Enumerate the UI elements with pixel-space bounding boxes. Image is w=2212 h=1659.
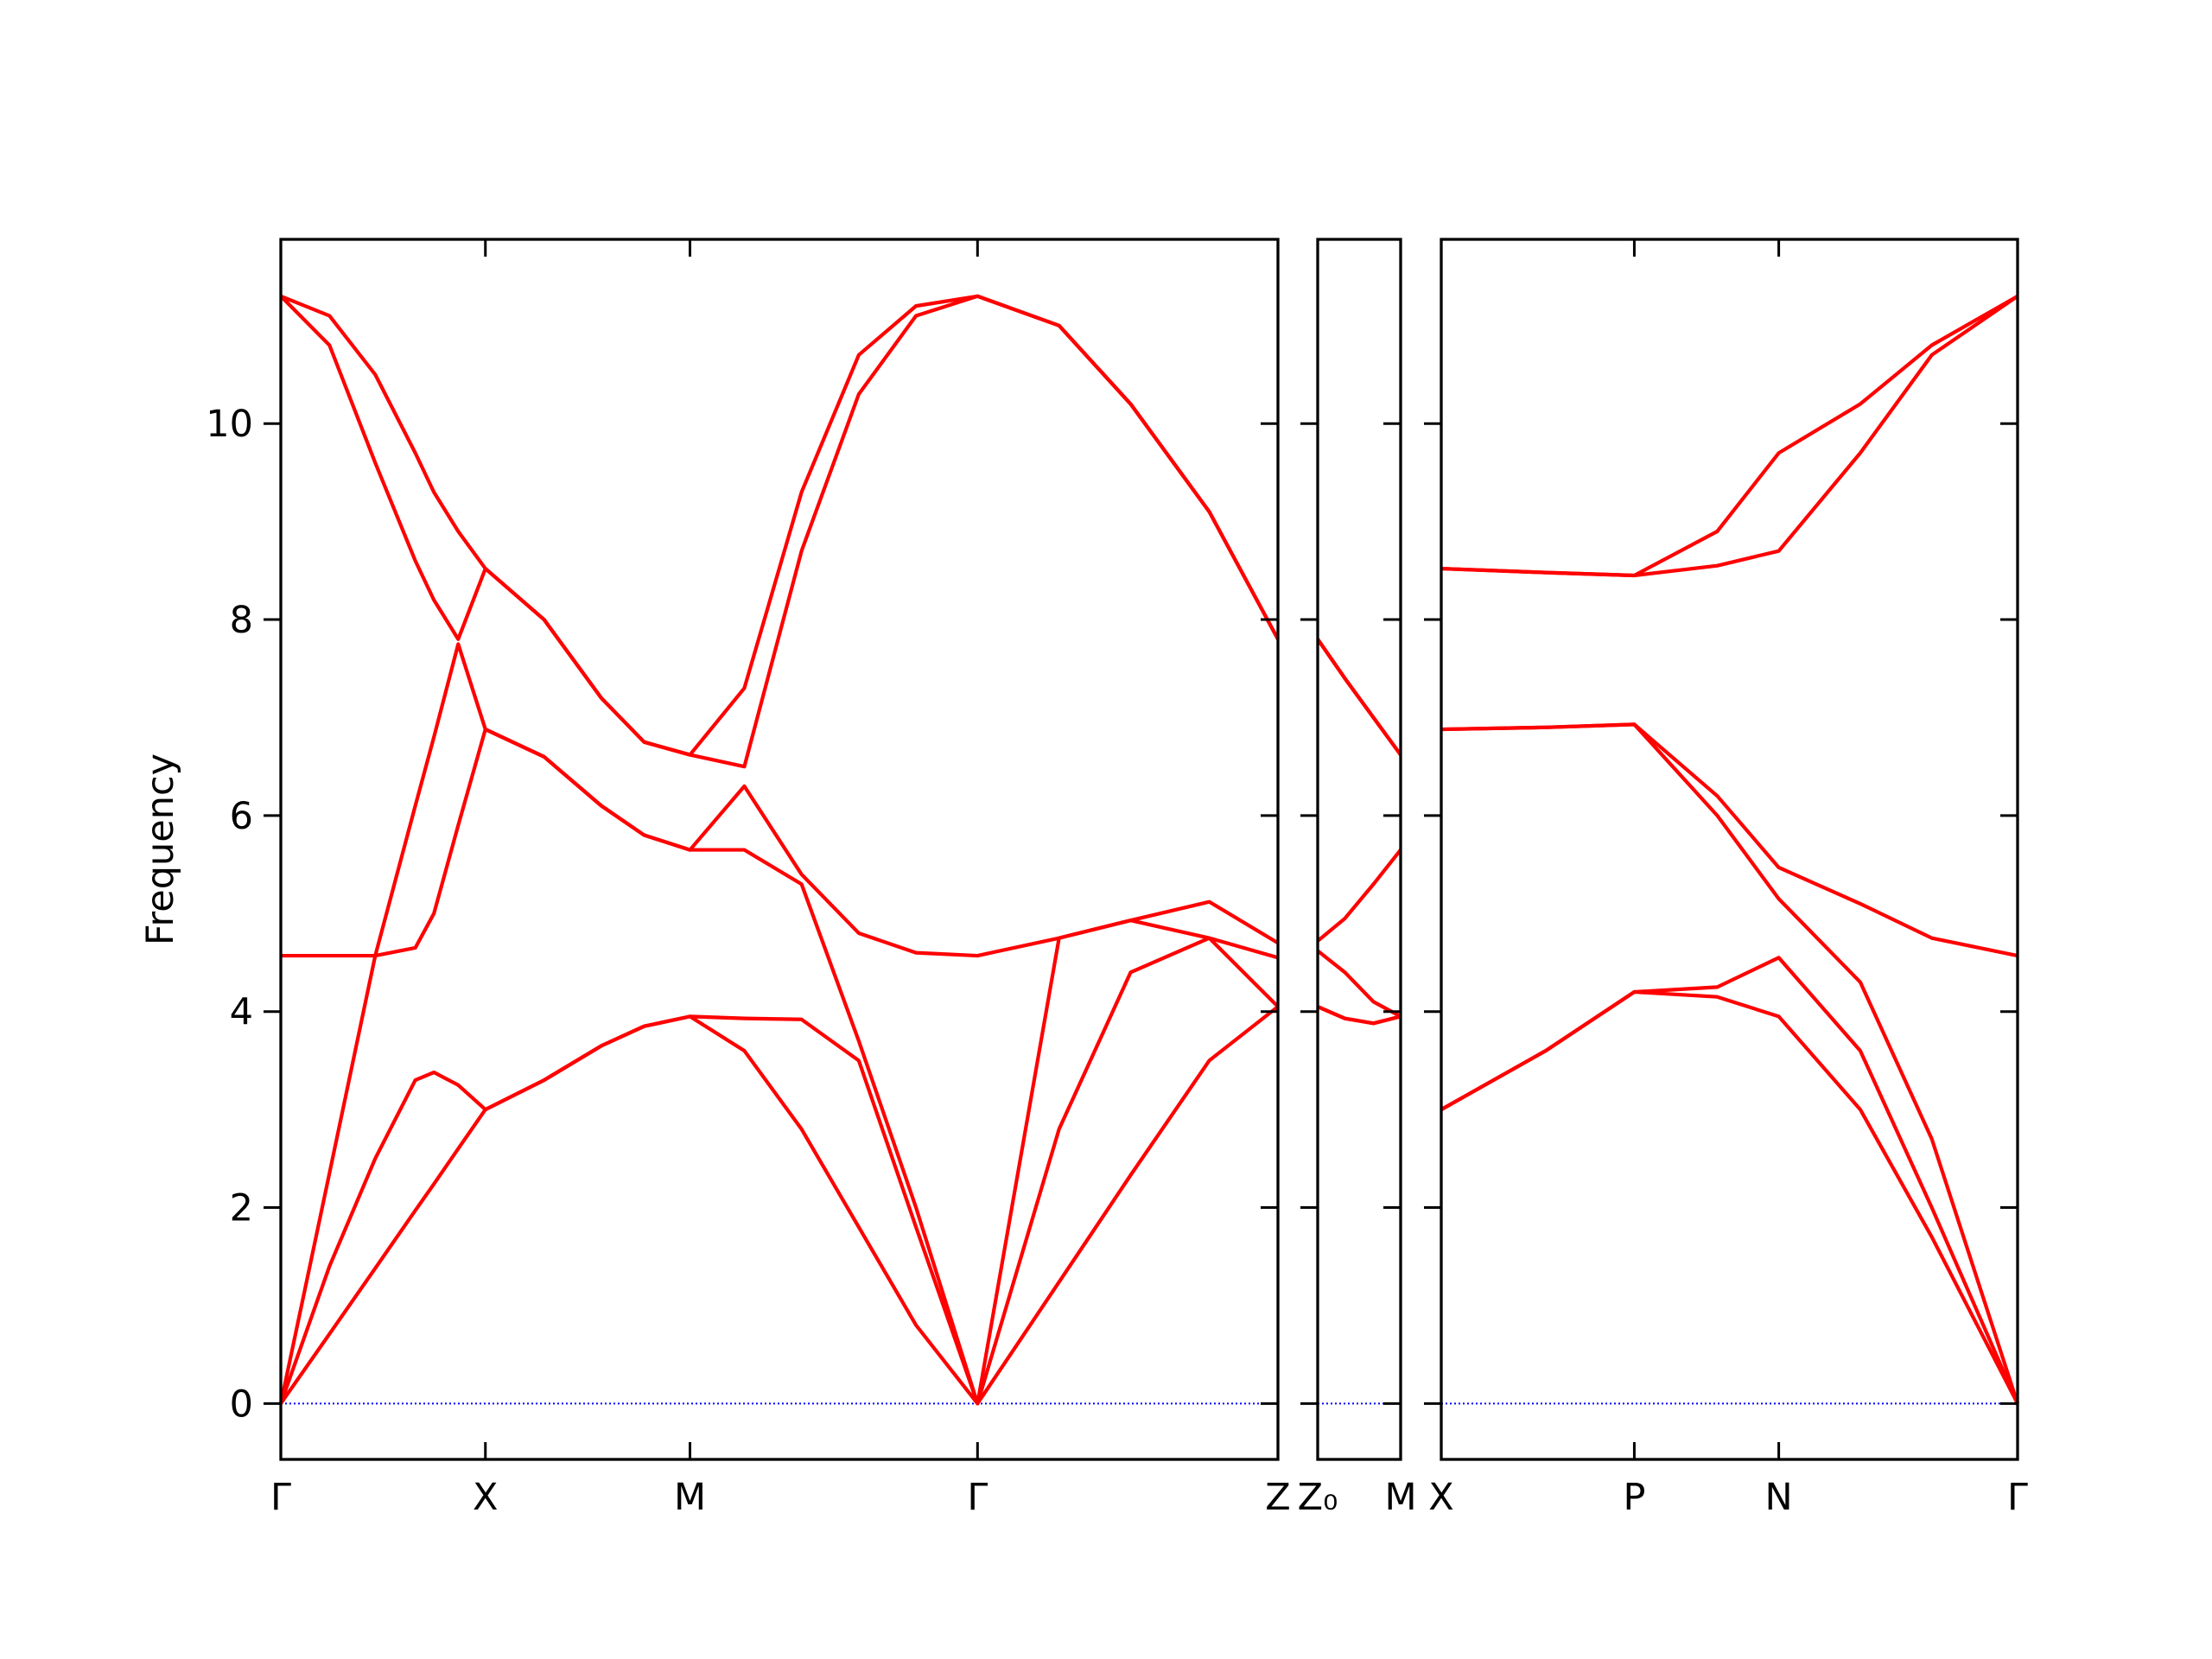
plot-frame bbox=[1440, 238, 2019, 1461]
y-tick-label: 2 bbox=[230, 1187, 253, 1230]
x-tick-label: P bbox=[1623, 1476, 1645, 1519]
band-line bbox=[1317, 1005, 1402, 1026]
band-line bbox=[281, 642, 1280, 958]
panel: Z₀ M bbox=[1298, 238, 1417, 1519]
y-tick-label: 10 bbox=[206, 403, 253, 446]
y-tick-label: 0 bbox=[230, 1382, 253, 1426]
x-tick-label: M bbox=[674, 1476, 706, 1519]
plot-frame bbox=[1316, 238, 1402, 1461]
band-line bbox=[1440, 294, 2019, 578]
band-line bbox=[278, 727, 1279, 1406]
y-tick-label: 4 bbox=[230, 991, 253, 1034]
x-tick-label: N bbox=[1765, 1476, 1793, 1519]
y-axis-label: Frequency bbox=[139, 753, 182, 945]
x-tick-label: M bbox=[1384, 1476, 1416, 1519]
band-line bbox=[1440, 722, 2019, 1404]
band-line bbox=[280, 294, 1280, 757]
band-line bbox=[1440, 989, 2019, 1405]
panel: 0 2 4 6 8 10 Γ X M Γ Z Frequency bbox=[139, 238, 1291, 1519]
y-tick-label: 6 bbox=[230, 795, 253, 838]
band-line bbox=[1440, 722, 2018, 958]
x-tick-label: X bbox=[1428, 1476, 1453, 1519]
band-line bbox=[279, 936, 1280, 1406]
x-tick-label: Γ bbox=[270, 1476, 291, 1519]
band-line bbox=[1316, 638, 1402, 756]
band-line bbox=[1316, 949, 1402, 1019]
x-tick-label: Z₀ bbox=[1298, 1476, 1338, 1519]
y-tick-label: 8 bbox=[230, 599, 253, 642]
x-tick-label: Z bbox=[1265, 1476, 1290, 1519]
band-line bbox=[1316, 849, 1402, 943]
band-line bbox=[1440, 956, 2019, 1405]
band-line bbox=[1440, 295, 2019, 578]
x-tick-label: Γ bbox=[2007, 1476, 2028, 1519]
x-tick-label: X bbox=[473, 1476, 498, 1519]
band-line bbox=[279, 294, 1280, 769]
band-line bbox=[279, 1005, 1280, 1406]
x-tick-label: Γ bbox=[967, 1476, 988, 1519]
plot-frame bbox=[279, 238, 1280, 1461]
